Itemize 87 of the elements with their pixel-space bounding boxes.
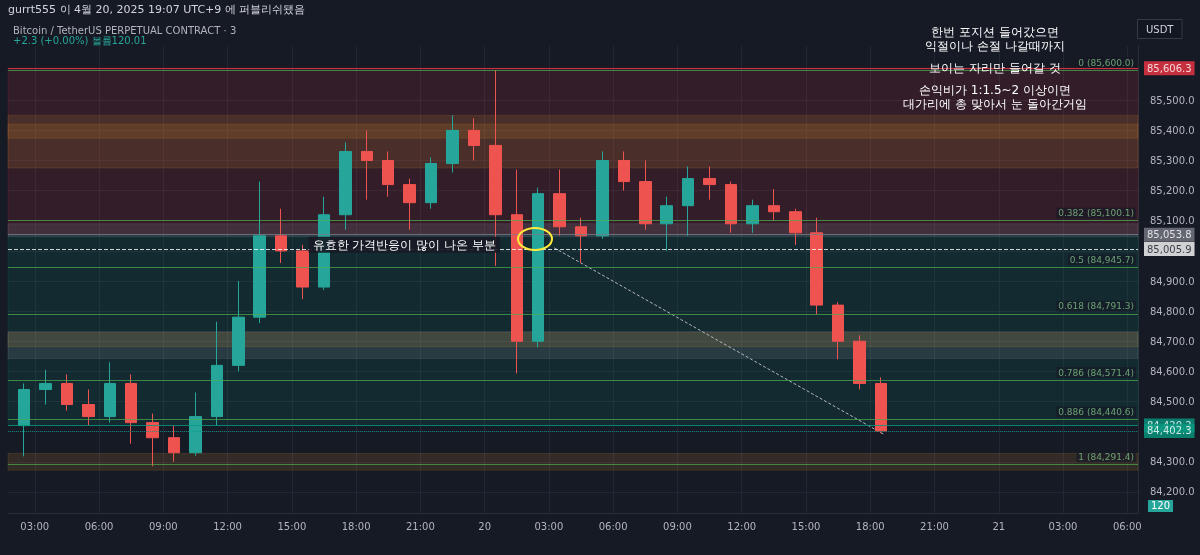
- annotation: 유효한 가격반응이 많이 나온 부분: [312, 237, 496, 252]
- candlestick: [768, 188, 780, 222]
- x-tick-label: 06:00: [598, 520, 628, 532]
- x-tick-label: 15:00: [791, 520, 821, 532]
- x-tick-label: 18:00: [855, 520, 885, 532]
- candlestick: [703, 166, 716, 201]
- y-tick-label: 85,300.0: [1150, 154, 1195, 166]
- x-tick-label: 12:00: [213, 520, 242, 532]
- x-tick-label: 18:00: [341, 520, 371, 532]
- candlestick: [361, 129, 373, 201]
- x-tick-label: 09:00: [663, 520, 692, 532]
- x-tick-label: 06:00: [84, 520, 114, 532]
- ref-line-label: 85,606.3: [1147, 62, 1192, 74]
- candlestick: [532, 187, 544, 348]
- ref-line-label: 0.618 (84,791.3): [1058, 301, 1134, 312]
- x-tick-label: 12:00: [727, 520, 757, 532]
- candlestick: [725, 181, 737, 234]
- candlestick: [810, 217, 823, 315]
- candlestick: [875, 376, 887, 434]
- candlestick: [146, 413, 159, 467]
- candlestick: [296, 244, 309, 300]
- x-tick-label: 03:00: [1048, 520, 1078, 532]
- y-tick-label: 84,700.0: [1150, 335, 1195, 347]
- candlestick: [832, 301, 844, 360]
- text: 120: [1148, 500, 1174, 512]
- annotation: 한번 포지션 들어갔으면 익절이나 손절 나갈때까지: [924, 25, 1066, 54]
- ref-line-label: 85,053.8: [1147, 229, 1192, 241]
- y-axis-title: USDT: [1146, 23, 1175, 35]
- x-tick-label: 21:00: [920, 520, 949, 532]
- candlestick: [618, 150, 630, 192]
- ref-line-label: 0.382 (85,100.1): [1058, 208, 1134, 219]
- candlestick: [382, 150, 394, 198]
- candlestick: [189, 391, 202, 457]
- ref-line-label: 1 (84,291.4): [1078, 451, 1134, 462]
- y-tick-label: 84,200.0: [1150, 486, 1195, 498]
- candlestick: [39, 369, 52, 406]
- x-tick-label: 09:00: [148, 520, 178, 532]
- ref-line-label: 0.5 (84,945.7): [1069, 254, 1134, 265]
- candlestick: [82, 388, 95, 427]
- x-tick-label: 15:00: [277, 520, 307, 532]
- candlestick: [275, 208, 287, 264]
- candlestick: [232, 280, 245, 372]
- candlestick: [168, 425, 180, 463]
- candlestick: [575, 217, 587, 264]
- candlestick: [253, 181, 266, 324]
- ref-line-label: 0.786 (84,571.4): [1058, 367, 1134, 378]
- ref-line-label: 85,005.9: [1147, 243, 1192, 255]
- x-tick-label: 20: [478, 520, 491, 532]
- candlestick: [403, 178, 416, 231]
- x-tick-label: 03:00: [20, 520, 50, 532]
- candlestick: [682, 166, 694, 237]
- candlestick: [468, 117, 480, 161]
- candlestick: [18, 382, 30, 457]
- candlestick: [425, 156, 437, 210]
- candlestick: [660, 196, 673, 252]
- y-tick-label: 85,400.0: [1150, 124, 1195, 136]
- x-tick-label: 06:00: [1112, 520, 1142, 532]
- y-tick-label: 84,800.0: [1150, 305, 1195, 317]
- annotation: 손익비가 1:1.5~2 이상이면 대가리에 총 맞아서 눈 돌아간거임: [902, 83, 1088, 112]
- y-tick-label: 85,200.0: [1150, 185, 1195, 197]
- ref-line-label: 0 (85,600.0): [1078, 57, 1134, 68]
- y-tick-label: 85,100.0: [1150, 215, 1195, 227]
- chart-title: Bitcoin / TetherUS PERPETUAL CONTRACT · 3: [13, 24, 237, 36]
- candlestick: [339, 141, 352, 231]
- candlestick: [104, 361, 116, 424]
- y-tick-label: 84,300.0: [1150, 456, 1195, 468]
- chart-subtitle: +2.3 (+0.00%) 볼륨120.01: [13, 34, 147, 46]
- candlestick: [853, 334, 866, 390]
- candlestick: [596, 150, 609, 240]
- y-tick-label: 85,500.0: [1150, 94, 1195, 106]
- x-tick-label: 03:00: [534, 520, 564, 532]
- candlestick: [639, 159, 652, 231]
- candlestick: [553, 169, 566, 237]
- y-tick-label: 84,900.0: [1150, 275, 1195, 287]
- candlestick: [789, 208, 802, 246]
- candlestick: [446, 114, 459, 174]
- y-tick-label: 84,500.0: [1150, 396, 1195, 408]
- candlestick: [125, 373, 137, 445]
- x-tick-label: 21: [992, 520, 1006, 532]
- candlestick: [511, 169, 523, 374]
- ref-line-label: 0.886 (84,440.6): [1058, 406, 1134, 417]
- candlestick: [61, 373, 73, 412]
- x-tick-label: 21:00: [405, 520, 435, 532]
- candlestick: [746, 199, 759, 234]
- candlestick: [211, 321, 223, 427]
- y-tick-label: 84,600.0: [1150, 365, 1195, 377]
- text: gurrt555 이 4월 20, 2025 19:07 UTC+9 에 퍼블리쉬됐음: [8, 3, 306, 17]
